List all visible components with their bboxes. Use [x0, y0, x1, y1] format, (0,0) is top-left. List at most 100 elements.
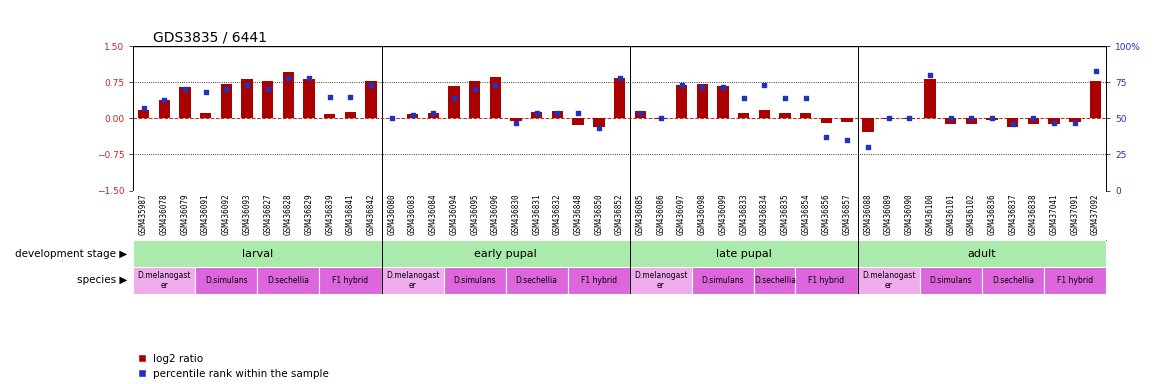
Text: GSM436098: GSM436098 [698, 193, 706, 235]
Text: development stage ▶: development stage ▶ [15, 248, 127, 258]
Bar [630, 240, 858, 267]
Bar [882, 118, 894, 119]
Text: GSM436101: GSM436101 [946, 193, 955, 235]
Text: GSM436839: GSM436839 [325, 193, 335, 235]
Text: GSM436094: GSM436094 [449, 193, 459, 235]
Text: GSM436090: GSM436090 [904, 193, 914, 235]
Bar [779, 113, 791, 118]
Point [155, 96, 174, 103]
Point [818, 134, 836, 140]
Point [197, 89, 215, 95]
Point [176, 86, 195, 93]
Point [921, 72, 939, 78]
Text: GSM436854: GSM436854 [801, 193, 811, 235]
Text: GSM436093: GSM436093 [242, 193, 251, 235]
Text: GSM436099: GSM436099 [718, 193, 727, 235]
Point [589, 125, 608, 131]
Text: GSM436856: GSM436856 [822, 193, 831, 235]
Text: GSM436079: GSM436079 [181, 193, 190, 235]
Bar [567, 267, 630, 294]
Text: GSM436085: GSM436085 [636, 193, 645, 235]
Point [1024, 115, 1042, 121]
Bar [717, 86, 728, 118]
Point [858, 144, 877, 150]
Text: GSM436095: GSM436095 [470, 193, 479, 235]
Text: GSM437092: GSM437092 [1091, 193, 1100, 235]
Bar [469, 81, 481, 118]
Bar [614, 78, 625, 118]
Bar [324, 114, 336, 118]
Bar [551, 111, 563, 118]
Point [548, 109, 566, 116]
Text: F1 hybrid: F1 hybrid [581, 276, 617, 285]
Point [424, 109, 442, 116]
Bar [303, 79, 315, 118]
Text: GSM436848: GSM436848 [573, 193, 582, 235]
Point [1004, 121, 1023, 127]
Text: GDS3835 / 6441: GDS3835 / 6441 [153, 31, 266, 45]
Bar [138, 110, 149, 118]
Bar [966, 118, 977, 124]
Text: GSM436836: GSM436836 [988, 193, 997, 235]
Bar [221, 84, 232, 118]
Text: D.simulans: D.simulans [702, 276, 745, 285]
Text: D.simulans: D.simulans [453, 276, 496, 285]
Text: GSM436102: GSM436102 [967, 193, 976, 235]
Text: GSM436100: GSM436100 [925, 193, 935, 235]
Bar [1028, 118, 1039, 124]
Text: D.sechellia: D.sechellia [754, 276, 796, 285]
Text: D.simulans: D.simulans [205, 276, 248, 285]
Point [1086, 68, 1105, 74]
Text: F1 hybrid: F1 hybrid [1057, 276, 1093, 285]
Bar [919, 267, 982, 294]
Bar [754, 267, 796, 294]
Bar [987, 118, 998, 120]
Bar [320, 267, 381, 294]
Point [692, 83, 711, 89]
Text: D.melanogast
er: D.melanogast er [635, 271, 688, 290]
Point [631, 109, 650, 116]
Bar [796, 267, 858, 294]
Bar [1048, 118, 1060, 124]
Text: GSM437041: GSM437041 [1049, 193, 1058, 235]
Point [528, 109, 547, 116]
Bar [1007, 118, 1018, 127]
Point [321, 94, 339, 100]
Bar [945, 118, 957, 124]
Text: GSM436837: GSM436837 [1009, 193, 1017, 235]
Point [673, 82, 691, 88]
Bar [858, 240, 1106, 267]
Bar [738, 113, 749, 118]
Text: GSM437091: GSM437091 [1070, 193, 1079, 235]
Text: GSM436084: GSM436084 [428, 193, 438, 235]
Point [507, 119, 526, 126]
Point [466, 86, 484, 93]
Bar [133, 267, 196, 294]
Text: GSM436080: GSM436080 [388, 193, 396, 235]
Bar [800, 113, 812, 118]
Text: F1 hybrid: F1 hybrid [332, 276, 368, 285]
Text: GSM436083: GSM436083 [408, 193, 417, 235]
Bar [1043, 267, 1106, 294]
Text: GSM436089: GSM436089 [884, 193, 893, 235]
Text: F1 hybrid: F1 hybrid [808, 276, 844, 285]
Bar [366, 81, 376, 118]
Point [217, 86, 235, 93]
Bar [1090, 81, 1101, 118]
Bar [532, 112, 542, 118]
Bar [630, 267, 692, 294]
Text: GSM436096: GSM436096 [491, 193, 500, 235]
Bar [283, 71, 294, 118]
Bar [159, 100, 170, 118]
Text: GSM436857: GSM436857 [843, 193, 851, 235]
Bar [572, 118, 584, 124]
Bar [758, 110, 770, 118]
Point [734, 95, 753, 101]
Text: GSM436833: GSM436833 [739, 193, 748, 235]
Text: GSM436828: GSM436828 [284, 193, 293, 235]
Point [900, 115, 918, 121]
Point [134, 105, 153, 111]
Point [445, 95, 463, 101]
Bar [655, 118, 667, 119]
Point [342, 94, 360, 100]
